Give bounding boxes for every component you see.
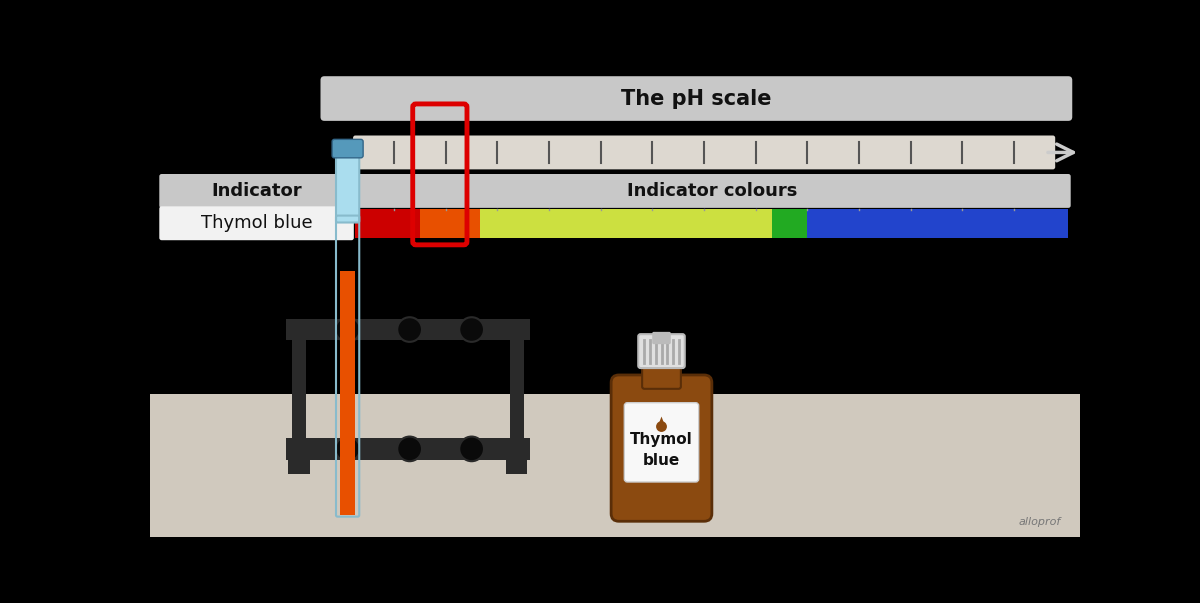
Bar xyxy=(773,209,806,238)
Circle shape xyxy=(460,437,484,461)
Circle shape xyxy=(460,317,484,342)
FancyBboxPatch shape xyxy=(642,359,680,389)
Text: The pH scale: The pH scale xyxy=(622,89,772,109)
FancyBboxPatch shape xyxy=(160,206,354,240)
Circle shape xyxy=(335,437,360,461)
Circle shape xyxy=(397,437,422,461)
Circle shape xyxy=(397,317,422,342)
Text: Thymol blue: Thymol blue xyxy=(200,214,312,232)
Text: alloprof: alloprof xyxy=(1019,517,1061,528)
Circle shape xyxy=(335,317,360,342)
Circle shape xyxy=(656,421,667,432)
Polygon shape xyxy=(658,417,665,426)
FancyBboxPatch shape xyxy=(653,332,671,344)
Bar xyxy=(420,209,480,238)
FancyBboxPatch shape xyxy=(332,139,364,158)
Text: Indicator colours: Indicator colours xyxy=(626,182,797,200)
Bar xyxy=(510,340,523,438)
Bar xyxy=(505,458,528,473)
Bar xyxy=(480,209,773,238)
Bar xyxy=(150,394,1080,537)
FancyBboxPatch shape xyxy=(320,76,1073,121)
Bar xyxy=(286,438,529,459)
FancyBboxPatch shape xyxy=(638,334,685,368)
Bar xyxy=(355,209,420,238)
Bar xyxy=(286,319,529,340)
FancyBboxPatch shape xyxy=(353,136,1055,169)
Text: Indicator: Indicator xyxy=(211,182,302,200)
Bar xyxy=(288,458,310,473)
FancyBboxPatch shape xyxy=(353,174,1070,208)
Text: Thymol
blue: Thymol blue xyxy=(630,432,692,468)
FancyBboxPatch shape xyxy=(624,403,698,482)
FancyBboxPatch shape xyxy=(160,174,354,208)
Bar xyxy=(292,340,306,438)
FancyBboxPatch shape xyxy=(611,375,712,521)
Bar xyxy=(340,271,355,515)
Bar xyxy=(806,209,1068,238)
FancyBboxPatch shape xyxy=(336,150,359,223)
